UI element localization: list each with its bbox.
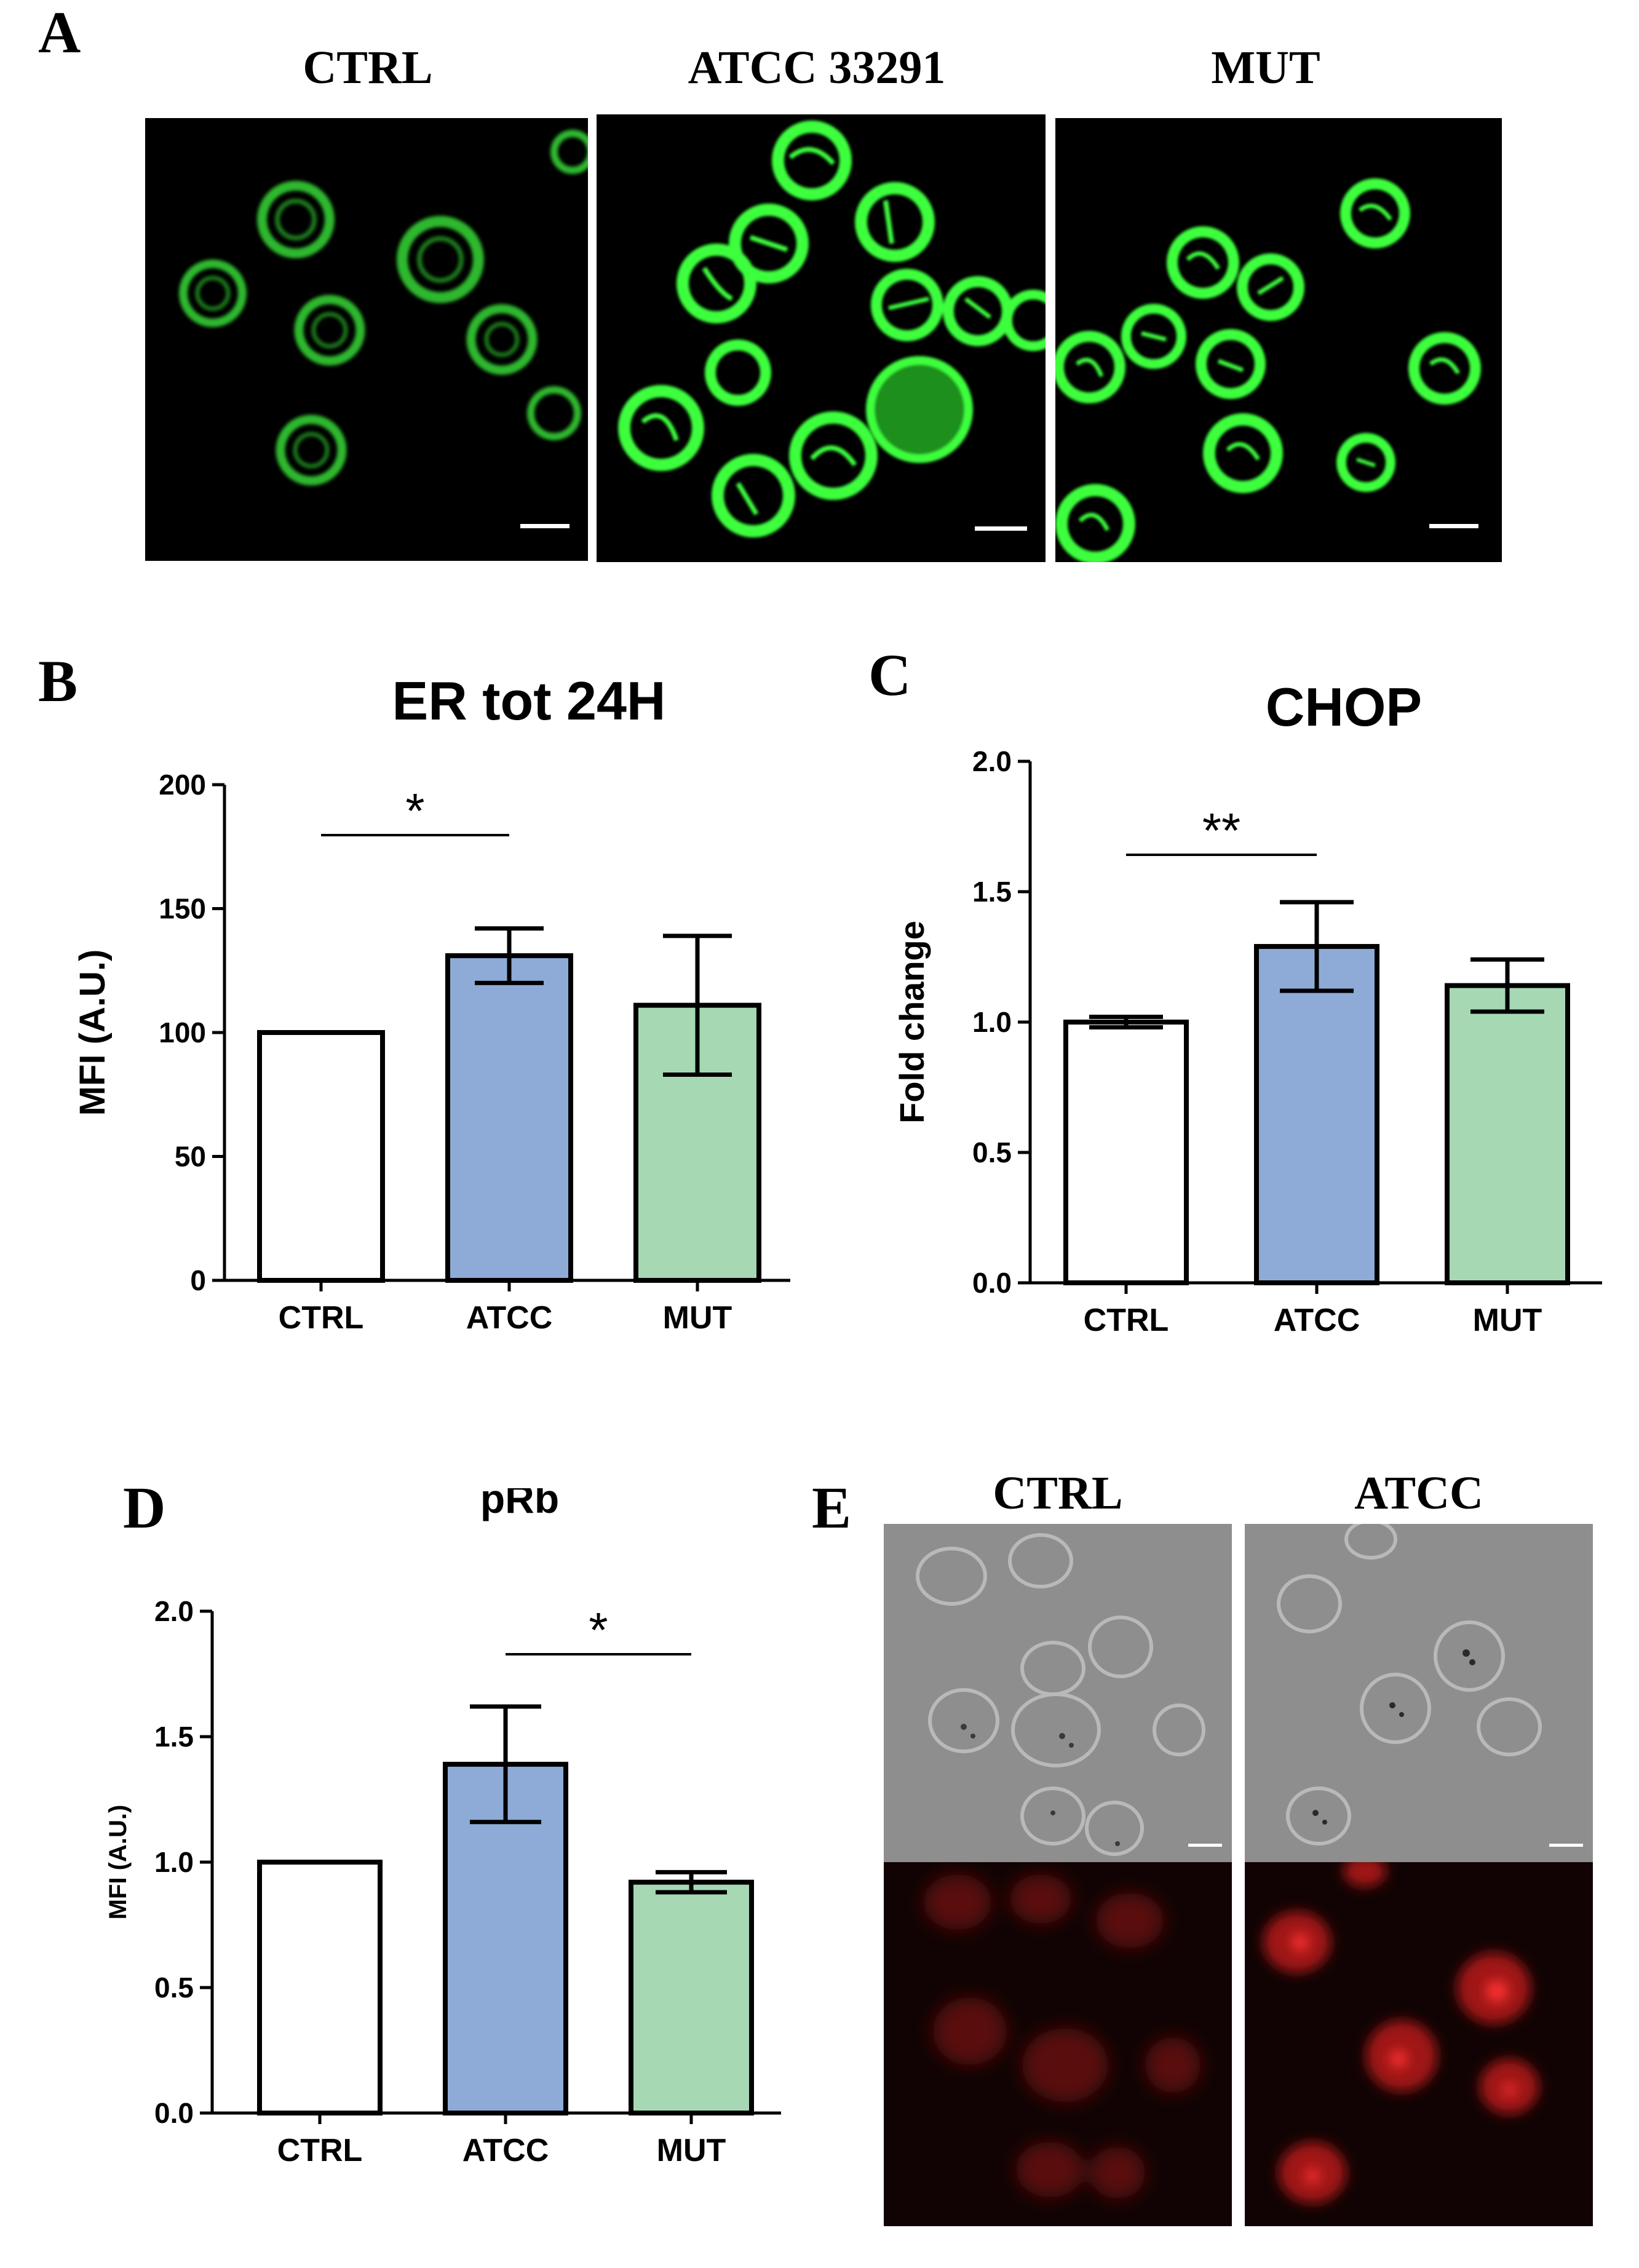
- bar-ctrl: [257, 1030, 385, 1283]
- panel-e-label-ctrl: CTRL: [993, 1467, 1123, 1519]
- bar-mut: [629, 1879, 754, 2115]
- x-tick-label: MUT: [1473, 1303, 1542, 1338]
- chart-er-tot-24h: ER tot 24H MFI (A.U.) 0 50 100 150 200 CTRL ATCC…: [73, 670, 790, 1336]
- y-tick-label: 1.0: [154, 1846, 194, 1878]
- x-tick-label: MUT: [663, 1300, 732, 1336]
- panel-letter-e: E: [812, 1475, 852, 1540]
- y-tick-label: 50: [175, 1141, 206, 1173]
- panel-e-label-atcc: ATCC: [1354, 1467, 1483, 1519]
- chart-title: pRb: [480, 1488, 559, 1521]
- y-tick-label: 1.5: [154, 1721, 194, 1753]
- panel-letter-a: A: [38, 0, 81, 65]
- significance-marker: *: [405, 783, 424, 838]
- bar-atcc: [1254, 944, 1379, 1286]
- micrograph-e-atcc-brightfield: [1245, 1524, 1593, 1862]
- chart-prb: pRb MFI (A.U.) 0.0 0.5 1.0 1.5 2.0 CTRL ATCC MUT *: [105, 1488, 781, 2168]
- chart-chop: CHOP Fold change 0.0 0.5 1.0 1.5 2.0 CTRL ATCC MU…: [892, 676, 1602, 1338]
- significance-marker: *: [589, 1603, 608, 1657]
- panel-letter-d: D: [123, 1475, 166, 1540]
- x-tick-label: ATCC: [462, 2133, 549, 2168]
- micrograph-e-ctrl-red: [884, 1862, 1232, 2226]
- x-tick-label: ATCC: [1274, 1303, 1360, 1338]
- panel-a-label-atcc: ATCC 33291: [688, 42, 946, 93]
- y-tick-label: 0.0: [972, 1267, 1012, 1299]
- bar-mut: [1445, 983, 1570, 1285]
- x-tick-label: ATCC: [466, 1300, 553, 1336]
- micrograph-atcc-green: [597, 114, 1046, 562]
- micrograph-e-atcc-red: [1245, 1862, 1593, 2226]
- micrograph-mut-green: [1055, 118, 1502, 562]
- micrograph-ctrl-green: [145, 118, 588, 561]
- y-tick-label: 1.0: [972, 1006, 1012, 1038]
- panel-a-label-mut: MUT: [1211, 42, 1320, 93]
- chart-title: CHOP: [1266, 676, 1422, 737]
- y-tick-label: 0.0: [154, 2097, 194, 2129]
- x-tick-label: CTRL: [279, 1300, 364, 1336]
- bar-atcc: [445, 953, 573, 1283]
- significance-marker: **: [1202, 803, 1240, 858]
- y-tick-label: 2.0: [154, 1595, 194, 1627]
- x-tick-label: MUT: [657, 2133, 726, 2168]
- y-axis-label: MFI (A.U.): [105, 1805, 132, 1920]
- y-tick-label: 2.0: [972, 745, 1012, 777]
- y-tick-label: 1.5: [972, 876, 1012, 908]
- y-axis-label: MFI (A.U.): [73, 950, 113, 1116]
- y-tick-label: 0.5: [972, 1136, 1012, 1168]
- y-tick-label: 0.5: [154, 1972, 194, 2004]
- y-axis-label: Fold change: [892, 921, 931, 1124]
- bar-ctrl: [257, 1860, 383, 2115]
- bar-ctrl: [1063, 1020, 1189, 1285]
- micrograph-e-ctrl-brightfield: [884, 1524, 1232, 1862]
- panel-letter-b: B: [38, 648, 78, 714]
- y-tick-label: 0: [190, 1264, 206, 1296]
- x-tick-label: CTRL: [1084, 1303, 1169, 1338]
- y-tick-label: 200: [159, 769, 206, 801]
- panel-a-label-ctrl: CTRL: [303, 42, 433, 93]
- y-tick-label: 100: [159, 1017, 206, 1049]
- panel-letter-c: C: [868, 642, 911, 708]
- x-tick-label: CTRL: [277, 2133, 363, 2168]
- chart-title: ER tot 24H: [392, 670, 666, 731]
- y-tick-label: 150: [159, 893, 206, 925]
